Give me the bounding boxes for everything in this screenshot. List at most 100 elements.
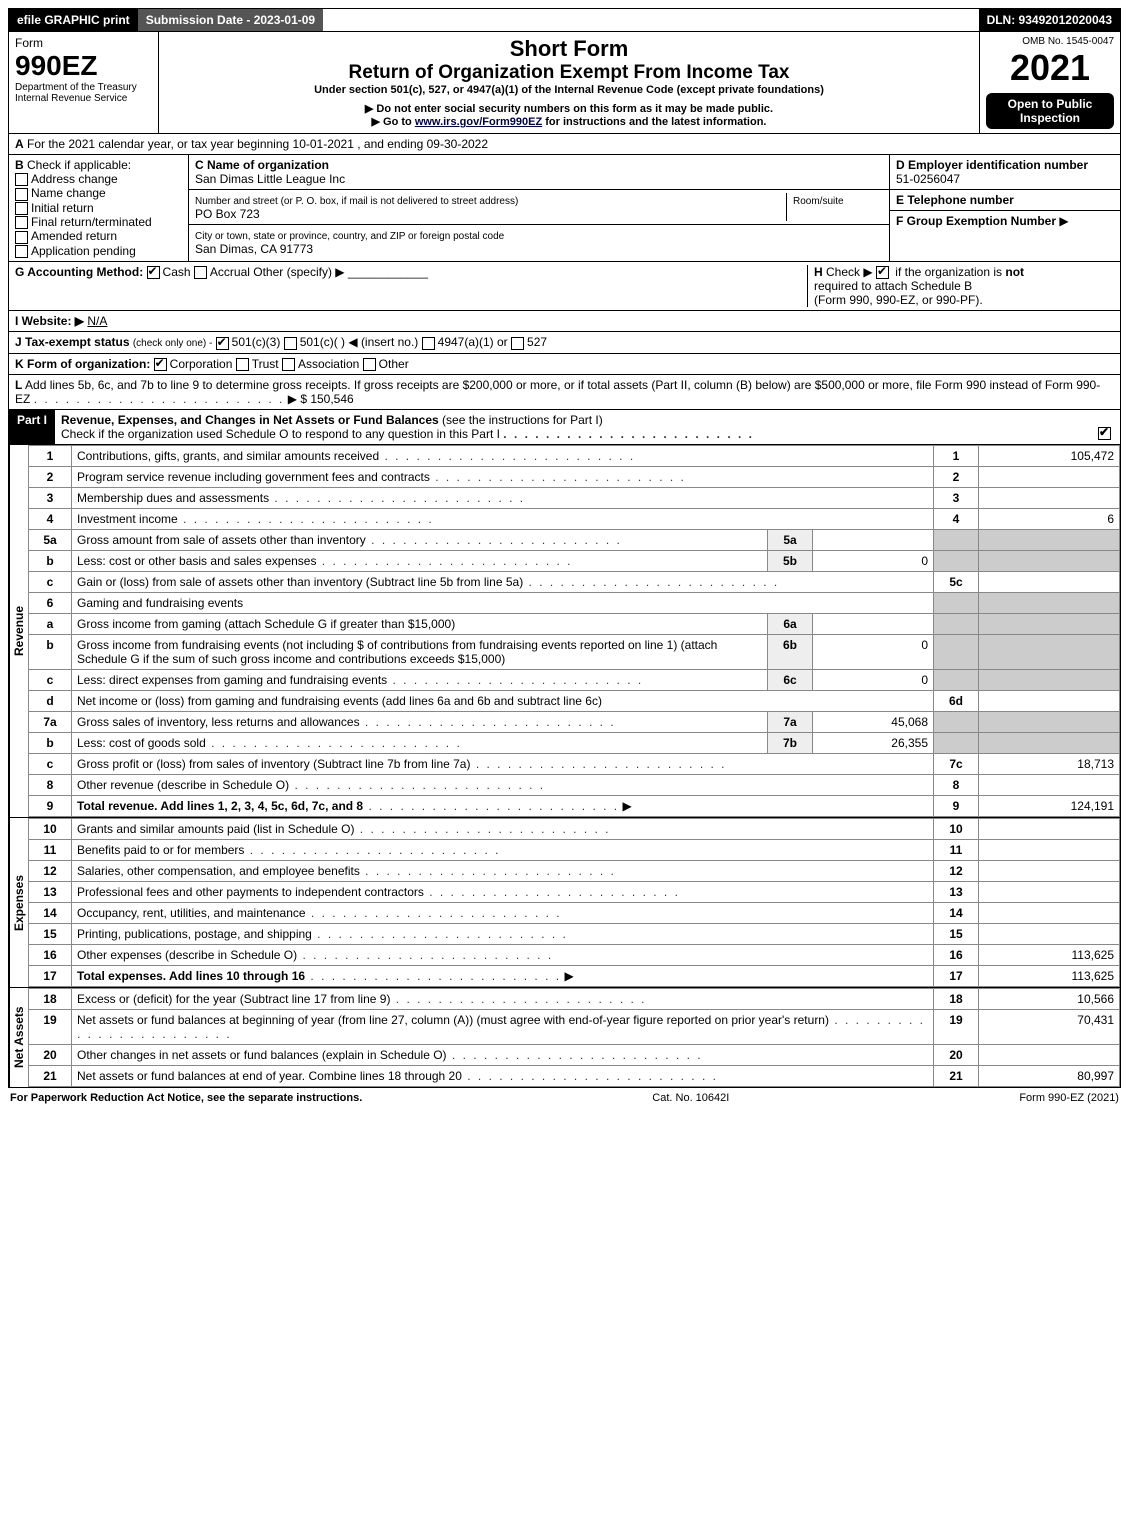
h-not: not [1005, 265, 1024, 279]
row-l: L Add lines 5b, 6c, and 7b to line 9 to … [8, 375, 1121, 410]
line-3-amt [979, 487, 1120, 508]
revenue-side-label: Revenue [9, 445, 28, 817]
row-a: A For the 2021 calendar year, or tax yea… [8, 134, 1121, 155]
label-j: J Tax-exempt status [15, 335, 130, 349]
chk-accrual[interactable] [194, 266, 207, 279]
line-5b-text: Less: cost or other basis and sales expe… [77, 554, 573, 568]
chk-501c3[interactable] [216, 337, 229, 350]
city-label: City or town, state or province, country… [195, 231, 504, 242]
chk-name-change[interactable] [15, 188, 28, 201]
line-17-text: Total expenses. Add lines 10 through 16 [77, 969, 305, 983]
opt-corporation: Corporation [170, 357, 233, 371]
line-8-text: Other revenue (describe in Schedule O) [77, 778, 545, 792]
line-5b-val: 0 [813, 550, 934, 571]
net-assets-section: Net Assets 18Excess or (deficit) for the… [8, 988, 1121, 1088]
chk-trust[interactable] [236, 358, 249, 371]
chk-address-change[interactable] [15, 173, 28, 186]
opt-4947: 4947(a)(1) or [438, 335, 508, 349]
net-assets-table: 18Excess or (deficit) for the year (Subt… [28, 988, 1120, 1087]
check-if-applicable: Check if applicable: [27, 158, 131, 172]
submission-date: Submission Date - 2023-01-09 [138, 9, 323, 31]
line-6d-text: Net income or (loss) from gaming and fun… [72, 690, 934, 711]
line-12-text: Salaries, other compensation, and employ… [77, 864, 616, 878]
label-e: E Telephone number [896, 193, 1014, 207]
label-a: A [15, 137, 24, 151]
line-11: 11Benefits paid to or for members11 [29, 839, 1120, 860]
line-2: 2Program service revenue including gover… [29, 466, 1120, 487]
chk-other-org[interactable] [363, 358, 376, 371]
opt-other-org: Other [379, 357, 409, 371]
page-footer: For Paperwork Reduction Act Notice, see … [8, 1088, 1121, 1108]
street-label: Number and street (or P. O. box, if mail… [195, 196, 518, 207]
line-7a: 7aGross sales of inventory, less returns… [29, 711, 1120, 732]
opt-amended-return: Amended return [31, 229, 117, 243]
line-9-arrow: ▶ [622, 799, 631, 813]
h-text3: required to attach Schedule B [814, 279, 972, 293]
chk-cash[interactable] [147, 266, 160, 279]
irs-link[interactable]: www.irs.gov/Form990EZ [415, 116, 542, 128]
part-i-dots [503, 427, 754, 441]
chk-501c[interactable] [284, 337, 297, 350]
part-i-title: Revenue, Expenses, and Changes in Net As… [61, 413, 439, 427]
chk-amended-return[interactable] [15, 231, 28, 244]
line-7b: bLess: cost of goods sold7b26,355 [29, 732, 1120, 753]
short-form-title: Short Form [165, 36, 973, 62]
chk-527[interactable] [511, 337, 524, 350]
line-6a-val [813, 613, 934, 634]
goto-post: for instructions and the latest informat… [542, 116, 766, 128]
chk-4947[interactable] [422, 337, 435, 350]
expenses-table: 10Grants and similar amounts paid (list … [28, 818, 1120, 987]
chk-initial-return[interactable] [15, 202, 28, 215]
line-6b: bGross income from fundraising events (n… [29, 634, 1120, 669]
chk-schedule-o-used[interactable] [1098, 427, 1111, 440]
part-i-paren: (see the instructions for Part I) [442, 413, 603, 427]
chk-schedule-b-not-required[interactable] [876, 266, 889, 279]
line-5a: 5aGross amount from sale of assets other… [29, 529, 1120, 550]
chk-application-pending[interactable] [15, 245, 28, 258]
line-9-amt: 124,191 [979, 795, 1120, 816]
chk-corporation[interactable] [154, 358, 167, 371]
line-6-text: Gaming and fundraising events [72, 592, 934, 613]
line-5a-val [813, 529, 934, 550]
line-21: 21Net assets or fund balances at end of … [29, 1065, 1120, 1086]
group-exemption-arrow: ▶ [1059, 214, 1068, 228]
efile-print-button[interactable]: efile GRAPHIC print [9, 9, 138, 31]
form-header: Form 990EZ Department of the Treasury In… [8, 32, 1121, 134]
j-small: (check only one) - [133, 338, 212, 349]
form-ref: Form 990-EZ (2021) [1019, 1092, 1119, 1104]
return-title: Return of Organization Exempt From Incom… [165, 62, 973, 84]
part-i-check-text: Check if the organization used Schedule … [61, 427, 500, 441]
chk-association[interactable] [282, 358, 295, 371]
line-3-text: Membership dues and assessments [77, 491, 525, 505]
revenue-section: Revenue 1Contributions, gifts, grants, a… [8, 445, 1121, 818]
line-15-amt [979, 923, 1120, 944]
opt-application-pending: Application pending [31, 244, 136, 258]
line-5c-text: Gain or (loss) from sale of assets other… [77, 575, 779, 589]
line-10: 10Grants and similar amounts paid (list … [29, 818, 1120, 839]
line-9-dots [363, 799, 619, 813]
tax-year: 2021 [986, 47, 1114, 89]
line-7a-text: Gross sales of inventory, less returns a… [77, 715, 616, 729]
opt-501c: 501(c)( ) ◀ (insert no.) [300, 335, 419, 349]
line-5c-amt [979, 571, 1120, 592]
line-18-text: Excess or (deficit) for the year (Subtra… [77, 992, 646, 1006]
line-11-text: Benefits paid to or for members [77, 843, 500, 857]
line-17-dots [305, 969, 561, 983]
label-h: H [814, 265, 823, 279]
label-g: G Accounting Method: [15, 265, 143, 279]
line-10-text: Grants and similar amounts paid (list in… [77, 822, 610, 836]
line-20-text: Other changes in net assets or fund bala… [77, 1048, 703, 1062]
cat-number: Cat. No. 10642I [652, 1092, 729, 1104]
line-12: 12Salaries, other compensation, and empl… [29, 860, 1120, 881]
chk-final-return[interactable] [15, 216, 28, 229]
line-5b: bLess: cost or other basis and sales exp… [29, 550, 1120, 571]
line-3: 3Membership dues and assessments3 [29, 487, 1120, 508]
line-16-amt: 113,625 [979, 944, 1120, 965]
line-5a-text: Gross amount from sale of assets other t… [77, 533, 622, 547]
line-6c-val: 0 [813, 669, 934, 690]
line-7c-amt: 18,713 [979, 753, 1120, 774]
line-17-amt: 113,625 [979, 965, 1120, 986]
opt-name-change: Name change [31, 186, 106, 200]
line-4: 4Investment income46 [29, 508, 1120, 529]
label-c-name: C Name of organization [195, 158, 329, 172]
